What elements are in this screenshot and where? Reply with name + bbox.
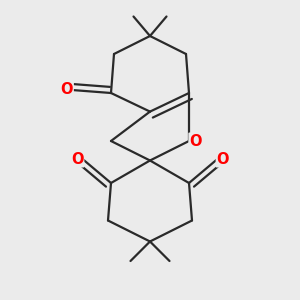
Text: O: O — [71, 152, 83, 166]
Text: O: O — [60, 82, 73, 98]
Text: O: O — [189, 134, 202, 148]
Text: O: O — [217, 152, 229, 166]
